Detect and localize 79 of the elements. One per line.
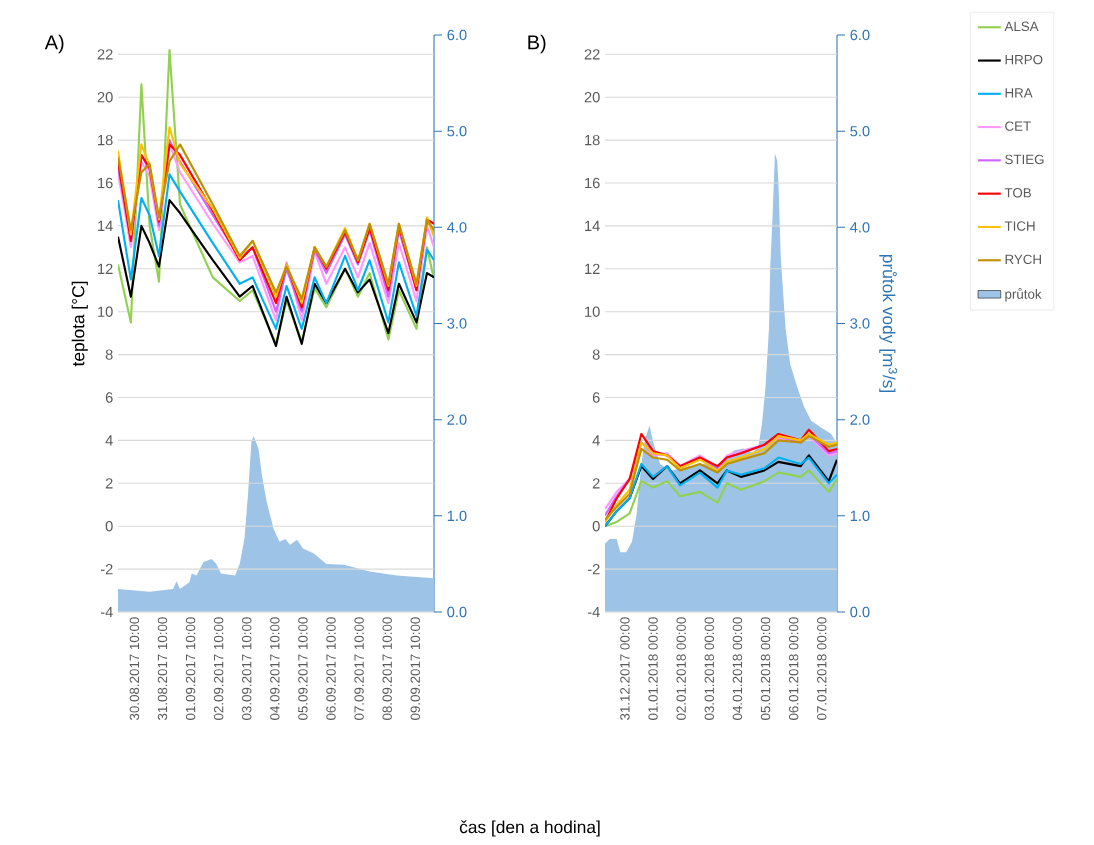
legend-label: RYCH <box>1005 254 1041 265</box>
y-tick-label: 0 <box>592 521 600 532</box>
x-tick-label: 03.01.2018 00:00 <box>704 617 715 720</box>
x-tick-label: 03.09.2017 10:00 <box>242 617 252 720</box>
y2-tick-label: 2.0 <box>447 414 467 425</box>
legend-label: HRPO <box>1005 54 1043 65</box>
y-tick-label: 12 <box>98 263 113 274</box>
y2-tick-label: 0.0 <box>850 606 870 618</box>
legend-label: TOB <box>1004 188 1031 198</box>
y-tick-label: 20 <box>584 92 600 103</box>
y-axis-title: teplota [°C] <box>71 281 88 367</box>
y-tick-label: 6 <box>105 392 113 403</box>
x-tick-label: 04.09.2017 10:00 <box>270 617 280 720</box>
y-tick-label: 14 <box>585 220 600 231</box>
legend-label: CET <box>1005 121 1031 131</box>
y-tick-label: 0 <box>105 521 113 532</box>
y2-tick-label: 6.0 <box>850 29 870 41</box>
x-tick-label: 01.09.2017 10:00 <box>185 617 196 720</box>
y2-tick-label: 0.0 <box>447 606 467 618</box>
y-tick-label: 2 <box>592 478 600 489</box>
y-tick-label: -2 <box>100 563 113 575</box>
y-tick-label: -2 <box>587 563 600 575</box>
x-tick-label: 02.01.2018 00:00 <box>676 617 686 720</box>
y-tick-label: 10 <box>585 306 600 317</box>
x-tick-label: 07.09.2017 10:00 <box>354 617 364 720</box>
y2-axis-title: průtok vody [m$^{3}$/s] <box>879 254 898 392</box>
line-series <box>605 469 837 528</box>
y-tick-label: 16 <box>585 177 600 189</box>
y-tick-label: 2 <box>105 478 113 489</box>
x-axis-title: čas [den a hodina] <box>459 820 600 837</box>
y-tick-label: 10 <box>98 306 113 317</box>
y2-tick-label: 3.0 <box>850 318 870 329</box>
legend-label: HRA <box>1005 88 1033 98</box>
y2-tick-label: 5.0 <box>447 125 467 137</box>
x-tick-label: 31.12.2017 00:00 <box>620 617 630 721</box>
legend-label: STIEG <box>1005 154 1044 165</box>
y-tick-label: 8 <box>592 349 600 360</box>
y-tick-label: 22 <box>584 49 600 60</box>
y2-tick-label: 3.0 <box>447 318 467 329</box>
x-tick-label: 30.08.2017 10:00 <box>129 617 140 721</box>
y-tick-label: 6 <box>592 392 600 403</box>
y-tick-label: -4 <box>100 606 113 618</box>
x-tick-label: 07.01.2018 00:00 <box>817 617 827 720</box>
y2-tick-label: 6.0 <box>447 29 467 41</box>
legend-label: průtok <box>1005 287 1042 302</box>
y-tick-label: 4 <box>105 435 113 446</box>
chart-title: A) <box>44 34 64 54</box>
y2-tick-label: 5.0 <box>850 125 870 137</box>
y-tick-label: 20 <box>97 92 113 103</box>
y-tick-label: 18 <box>98 134 113 146</box>
y-tick-label: 12 <box>585 263 600 274</box>
legend-label: ALSA <box>1004 21 1039 32</box>
x-tick-label: 01.01.2018 00:00 <box>648 617 658 720</box>
line-series <box>118 199 435 348</box>
x-tick-label: 05.01.2018 00:00 <box>760 617 771 720</box>
line-series <box>118 173 435 330</box>
y2-tick-label: 4.0 <box>850 222 870 233</box>
y-tick-label: -4 <box>587 606 600 618</box>
x-tick-label: 04.01.2018 00:00 <box>732 617 743 720</box>
line-series <box>118 48 435 345</box>
y2-tick-label: 4.0 <box>447 222 467 233</box>
legend-label: TICH <box>1004 221 1035 231</box>
y-tick-label: 22 <box>97 49 113 60</box>
x-tick-label: 06.01.2018 00:00 <box>788 617 799 720</box>
y-tick-label: 8 <box>105 349 113 360</box>
y2-tick-label: 1.0 <box>850 510 870 522</box>
x-tick-label: 06.09.2017 10:00 <box>326 617 336 720</box>
y-tick-label: 18 <box>585 134 600 146</box>
y2-tick-label: 2.0 <box>850 414 870 425</box>
y-tick-label: 14 <box>98 220 113 231</box>
y2-tick-label: 1.0 <box>447 510 467 522</box>
x-tick-label: 08.09.2017 10:00 <box>382 617 392 720</box>
x-tick-label: 02.09.2017 10:00 <box>213 617 224 720</box>
chart-title: B) <box>528 34 546 54</box>
x-tick-label: 05.09.2017 10:00 <box>298 617 308 720</box>
y-tick-label: 16 <box>98 177 113 189</box>
y-tick-label: 4 <box>592 435 600 446</box>
x-tick-label: 31.08.2017 10:00 <box>157 617 168 721</box>
x-tick-label: 09.09.2017 10:00 <box>410 617 420 720</box>
